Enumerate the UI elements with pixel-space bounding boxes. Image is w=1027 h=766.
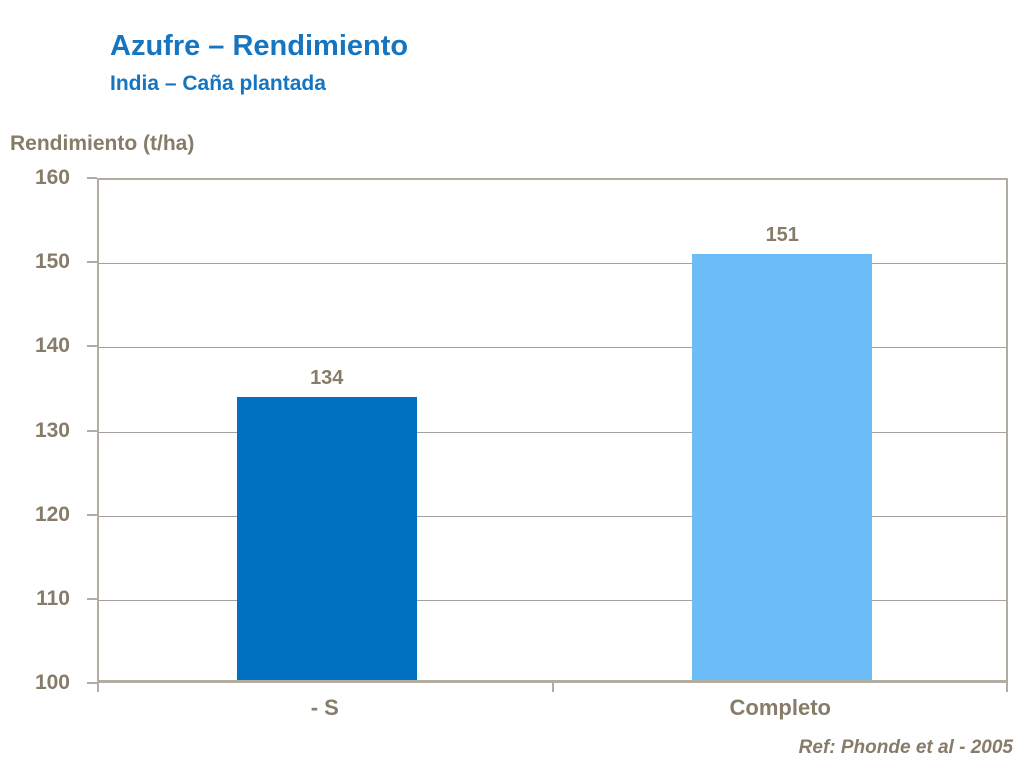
- x-axis-tick: [1006, 683, 1008, 692]
- gridline-120: [99, 515, 1006, 517]
- y-axis-tick: [87, 261, 97, 264]
- y-tick-label-100: 100: [34, 671, 70, 694]
- bar-chart: 134 151 100 110 120 130 140 150 160 - S Completo: [35, 166, 1008, 720]
- chart-title: Azufre – Rendimiento: [110, 30, 409, 62]
- gridline-150: [99, 263, 1006, 265]
- x-tick-label: - S: [310, 695, 339, 720]
- y-tick-label-130: 130: [34, 418, 70, 442]
- y-tick-label-110: 110: [36, 586, 70, 610]
- y-axis-title: Rendimiento (t/ha): [10, 132, 195, 155]
- y-axis-tick: [87, 345, 97, 348]
- gridline-110: [99, 599, 1006, 601]
- x-axis-tick: [551, 683, 554, 692]
- y-tick-label-140: 140: [34, 334, 70, 358]
- reference-note: Ref: Phonde et al - 2005: [798, 737, 1013, 758]
- bar-completo: [692, 253, 873, 680]
- y-axis-tick: [87, 513, 97, 516]
- bar---s: [236, 396, 417, 680]
- plot-area: 134 151: [97, 178, 1008, 683]
- y-tick-label-150: 150: [34, 250, 70, 274]
- x-axis-tick: [97, 683, 99, 692]
- x-tick-label: Completo: [729, 695, 831, 720]
- y-tick-label-160: 160: [34, 166, 70, 189]
- bar-value-label: 151: [765, 223, 799, 246]
- gridline-130: [99, 431, 1006, 433]
- y-axis-tick: [87, 177, 97, 179]
- y-axis-tick: [87, 682, 97, 684]
- y-tick-label-120: 120: [34, 502, 70, 526]
- y-axis-tick: [87, 597, 97, 600]
- y-axis-tick: [87, 429, 97, 432]
- gridline-140: [99, 347, 1006, 349]
- bar-value-label: 134: [310, 366, 344, 389]
- chart-subtitle: India – Caña plantada: [110, 72, 326, 95]
